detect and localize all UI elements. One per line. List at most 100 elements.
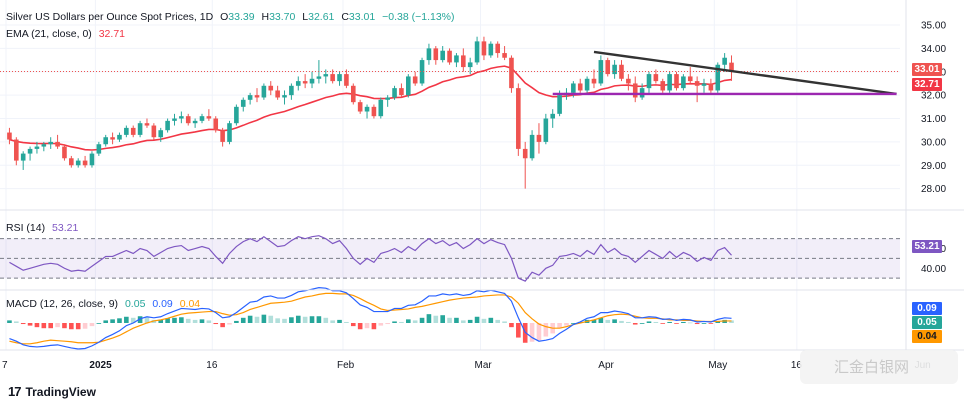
- price-tick-label: 32.00: [921, 91, 946, 102]
- macd-histogram-bar: [240, 317, 246, 323]
- candle-body: [350, 85, 356, 103]
- macd-histogram-bar: [543, 323, 549, 337]
- ema-value: 32.71: [98, 28, 125, 40]
- candle-body: [660, 81, 666, 91]
- candle-body: [571, 83, 576, 93]
- macd-histogram-bar: [481, 318, 487, 323]
- candle-body: [626, 78, 631, 84]
- candle-body: [254, 95, 260, 98]
- macd-histogram-bar: [206, 320, 212, 323]
- macd-histogram-bar: [82, 323, 88, 329]
- time-tick-label: 2025: [89, 360, 112, 371]
- macd-histogram-bar: [330, 320, 335, 323]
- macd-pane[interactable]: [7, 287, 734, 350]
- candle-body: [529, 134, 535, 159]
- rsi-pane[interactable]: [0, 235, 900, 282]
- macd-histogram-bar: [172, 317, 177, 323]
- macd-histogram-bar: [103, 320, 109, 323]
- candle-body: [275, 90, 280, 98]
- candle-body: [694, 81, 700, 86]
- candle-body: [234, 106, 239, 124]
- candle-body: [584, 78, 590, 91]
- candle-body: [96, 144, 102, 154]
- ema-legend[interactable]: EMA (21, close, 0) 32.71: [6, 28, 129, 41]
- candle-body: [502, 53, 507, 58]
- rsi-tick-label: 40.00: [921, 264, 946, 275]
- ohlc-high: H33.70: [261, 11, 296, 23]
- macd-histogram-bar: [598, 317, 604, 323]
- time-tick-label: 7: [2, 360, 8, 371]
- watermark-text: 汇金白银网: [834, 358, 909, 376]
- macd-histogram-bar: [295, 315, 301, 323]
- macd-histogram-bar: [144, 316, 150, 323]
- price-tick-label: 28.00: [921, 184, 946, 195]
- macd-histogram-bar: [323, 317, 329, 323]
- candle-body: [172, 118, 177, 121]
- macd-value-3: 0.04: [179, 298, 201, 310]
- candle-body: [247, 95, 253, 100]
- candle-body: [708, 83, 714, 91]
- macd-line: [9, 287, 732, 350]
- candle-body: [378, 99, 384, 117]
- candle-body: [419, 60, 425, 84]
- candle-body: [406, 76, 411, 96]
- macd-histogram-bar: [536, 323, 542, 341]
- price-pane[interactable]: [0, 36, 900, 189]
- candle-body: [536, 134, 542, 142]
- macd-histogram-bar: [406, 319, 411, 323]
- candle-body: [701, 83, 707, 86]
- tradingview-logo[interactable]: 17 TradingView: [8, 384, 96, 399]
- candle-body: [62, 146, 67, 159]
- macd-legend[interactable]: MACD (12, 26, close, 9) 0.05 0.09 0.04: [6, 298, 204, 311]
- candle-body: [509, 57, 514, 89]
- macd-histogram-bar: [378, 323, 384, 326]
- candle-body: [495, 43, 500, 54]
- macd-histogram-bar: [632, 323, 638, 325]
- macd-histogram-bar: [447, 317, 452, 323]
- candle-body: [385, 97, 390, 100]
- candle-body: [179, 116, 184, 119]
- macd-histogram-bar: [626, 321, 631, 323]
- macd-histogram-bar: [488, 317, 494, 323]
- macd-histogram-bar: [96, 323, 102, 324]
- candle-body: [632, 83, 638, 98]
- macd-histogram-bar: [653, 321, 659, 323]
- macd-histogram-bar: [20, 323, 26, 325]
- rsi-label: RSI (14): [6, 222, 46, 234]
- ema-price-tag: 32.71: [912, 78, 942, 91]
- macd-histogram-bar: [261, 314, 267, 323]
- macd-histogram-bar: [660, 323, 666, 324]
- candle-body: [681, 76, 686, 89]
- time-tick-label: Apr: [598, 360, 614, 371]
- symbol-title[interactable]: Silver US Dollars per Ounce Spot Prices,…: [6, 11, 214, 23]
- candle-body: [151, 125, 157, 138]
- candle-body: [165, 120, 170, 131]
- macd-histogram-bar: [14, 321, 19, 323]
- candle-body: [144, 123, 150, 126]
- macd-histogram-bar: [48, 323, 53, 329]
- macd-histogram-bar: [729, 320, 734, 323]
- macd-histogram-bar: [646, 321, 652, 323]
- macd-histogram-bar: [639, 323, 645, 324]
- candle-body: [268, 85, 274, 91]
- candle-body: [199, 116, 205, 121]
- macd-histogram-bar: [110, 319, 115, 323]
- macd-histogram-bar: [687, 322, 693, 324]
- candle-body: [722, 57, 727, 65]
- candle-body: [185, 116, 191, 124]
- macd-histogram-bar: [708, 323, 714, 324]
- candle-body: [357, 102, 363, 112]
- candle-body: [646, 74, 652, 89]
- rsi-legend[interactable]: RSI (14) 53.21: [6, 222, 82, 235]
- macd-histogram-bar: [674, 323, 679, 324]
- macd-histogram-bar: [234, 320, 239, 323]
- macd-histogram-bar: [302, 316, 308, 323]
- macd-histogram-bar: [130, 317, 136, 323]
- candle-body: [75, 160, 81, 166]
- candle-body: [605, 60, 611, 75]
- candle-body: [41, 144, 47, 147]
- rsi-line: [9, 235, 732, 282]
- macd-histogram-bar: [385, 323, 390, 325]
- candle-body: [27, 148, 33, 154]
- macd-histogram-bar: [124, 316, 129, 323]
